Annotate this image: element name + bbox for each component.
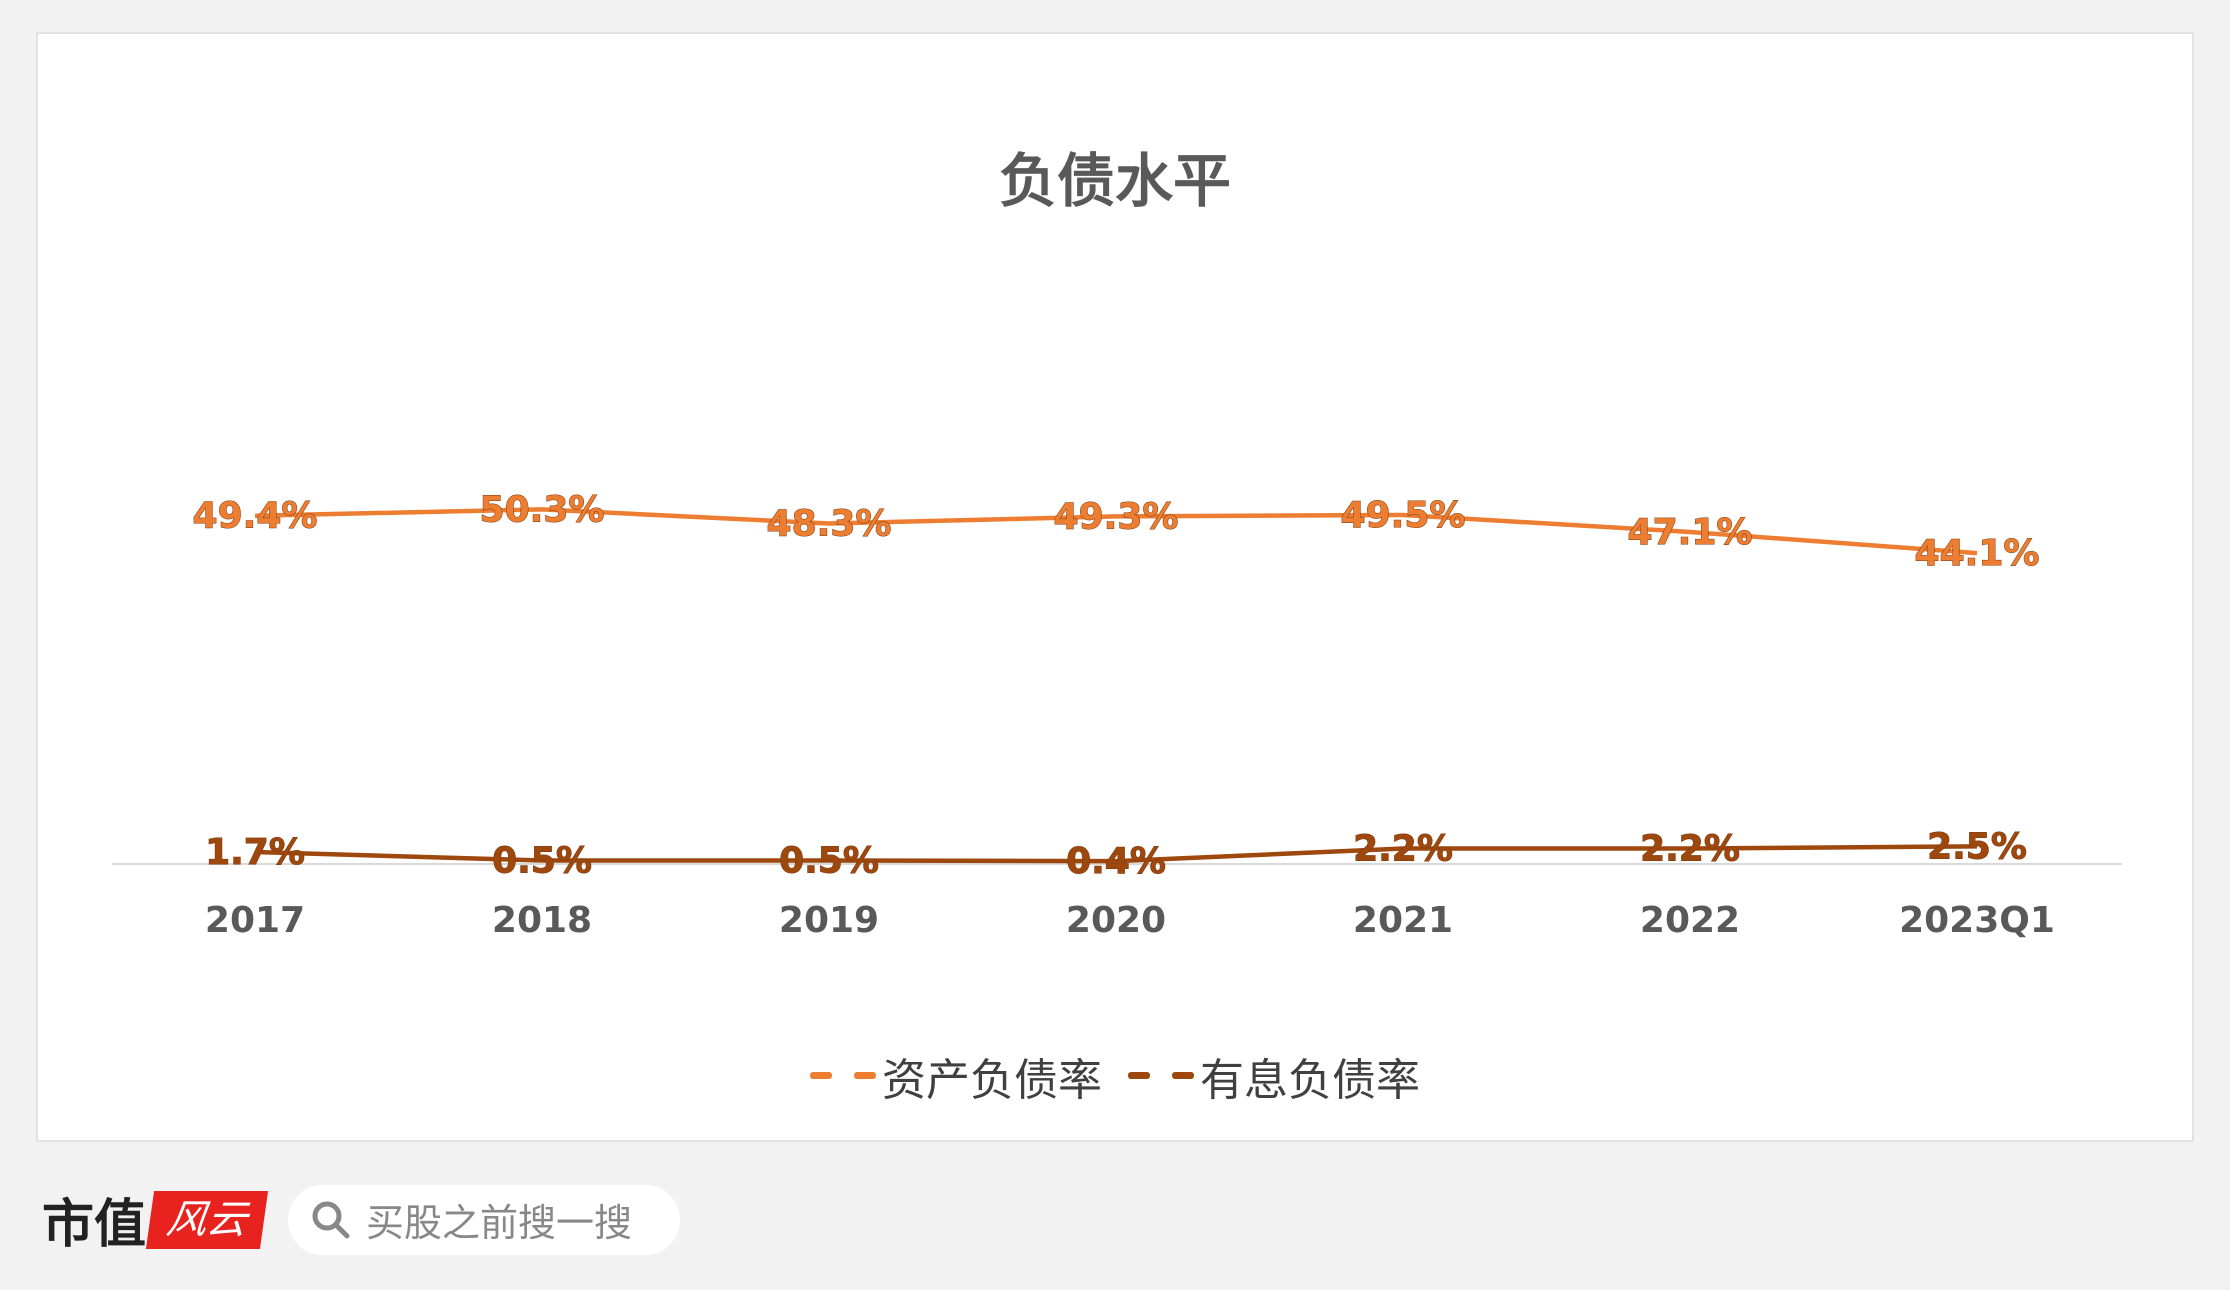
line-chart: 2017 2018 2019 2020 2021 2022 2023Q1 49.4% 50.3%…	[112, 489, 2122, 941]
data-label: 49.3%	[1054, 496, 1179, 537]
data-label: 2.2%	[1353, 828, 1453, 869]
x-tick-label: 2022	[1640, 900, 1740, 941]
x-tick-label: 2023Q1	[1899, 900, 2055, 941]
data-label: 50.3%	[480, 489, 605, 530]
legend-item-asset-liability: 资产负债率	[810, 1044, 1102, 1108]
legend: 资产负债率 有息负债率	[38, 1039, 2192, 1108]
data-label: 2.5%	[1927, 826, 2027, 867]
chart-title: 负债水平	[998, 147, 1231, 215]
x-tick-label: 2021	[1353, 900, 1453, 941]
data-label: 49.4%	[193, 496, 318, 537]
legend-dash-icon	[854, 1072, 876, 1079]
data-label: 0.4%	[1066, 841, 1166, 882]
chart-card: 负债水平 2017 2018 2019 2020 2021 2022 2023Q1 49.4%…	[36, 32, 2194, 1142]
data-label: 1.7%	[205, 832, 305, 873]
search-icon	[312, 1201, 350, 1238]
data-label: 2.2%	[1640, 828, 1740, 869]
legend-item-interest-bearing: 有息负债率	[1128, 1044, 1420, 1108]
legend-label: 资产负债率	[882, 1054, 1102, 1106]
data-label: 49.5%	[1341, 495, 1466, 536]
data-label: 48.3%	[767, 503, 892, 544]
data-label: 47.1%	[1628, 512, 1753, 553]
logo-text: 市值	[42, 1194, 147, 1255]
x-tick-label: 2017	[205, 900, 305, 941]
series-line-1	[254, 844, 1978, 864]
data-label: 0.5%	[779, 840, 879, 881]
x-tick-label: 2019	[779, 900, 879, 941]
legend-dash-icon	[810, 1072, 832, 1079]
legend-dash-icon	[1128, 1072, 1150, 1079]
series-line-0	[254, 507, 1978, 556]
search-placeholder: 买股之前搜一搜	[366, 1201, 633, 1245]
legend-dash-icon	[1172, 1072, 1194, 1079]
legend-label: 有息负债率	[1200, 1054, 1420, 1106]
x-tick-label: 2018	[492, 900, 592, 941]
x-tick-label: 2020	[1066, 900, 1166, 941]
logo-script: 风云	[145, 1190, 269, 1249]
data-label: 44.1%	[1915, 533, 2040, 574]
data-label: 0.5%	[492, 840, 592, 881]
search-box[interactable]: 买股之前搜一搜	[288, 1184, 681, 1255]
footer: 市值 风云 买股之前搜一搜	[42, 1182, 681, 1257]
